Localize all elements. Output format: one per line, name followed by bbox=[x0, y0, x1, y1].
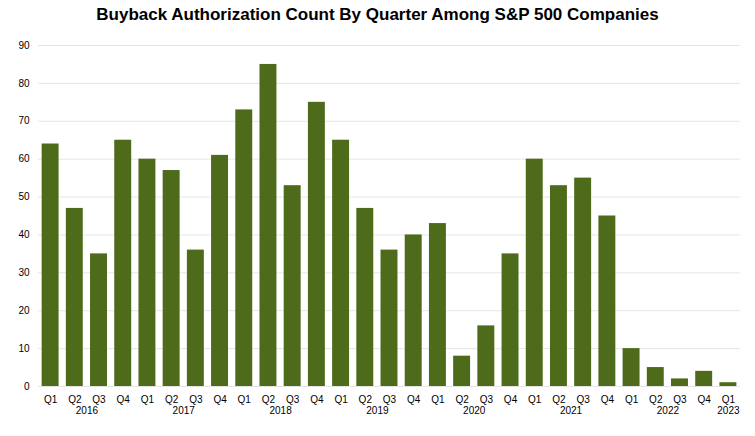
svg-text:Q4: Q4 bbox=[504, 394, 518, 405]
svg-text:Q3: Q3 bbox=[189, 394, 203, 405]
svg-text:70: 70 bbox=[18, 115, 30, 126]
svg-text:2022: 2022 bbox=[657, 405, 680, 416]
svg-text:Q4: Q4 bbox=[698, 394, 712, 405]
svg-text:Q2: Q2 bbox=[455, 394, 469, 405]
svg-text:80: 80 bbox=[18, 78, 30, 89]
svg-text:Q1: Q1 bbox=[141, 394, 155, 405]
svg-text:Q3: Q3 bbox=[286, 394, 300, 405]
svg-text:Q3: Q3 bbox=[383, 394, 397, 405]
svg-text:Q2: Q2 bbox=[552, 394, 566, 405]
svg-text:Q2: Q2 bbox=[165, 394, 179, 405]
svg-text:Q3: Q3 bbox=[576, 394, 590, 405]
svg-text:40: 40 bbox=[18, 229, 30, 240]
svg-text:60: 60 bbox=[18, 153, 30, 164]
svg-text:Q3: Q3 bbox=[480, 394, 494, 405]
svg-text:Q1: Q1 bbox=[238, 394, 252, 405]
svg-text:2020: 2020 bbox=[463, 405, 486, 416]
svg-text:Q4: Q4 bbox=[310, 394, 324, 405]
svg-text:0: 0 bbox=[24, 381, 30, 392]
svg-text:Q2: Q2 bbox=[649, 394, 663, 405]
svg-text:Q1: Q1 bbox=[722, 394, 736, 405]
svg-text:Q1: Q1 bbox=[528, 394, 542, 405]
svg-text:20: 20 bbox=[18, 305, 30, 316]
svg-text:Q4: Q4 bbox=[117, 394, 131, 405]
svg-text:Q4: Q4 bbox=[601, 394, 615, 405]
svg-text:2023: 2023 bbox=[717, 405, 740, 416]
svg-text:90: 90 bbox=[18, 40, 30, 51]
svg-text:2016: 2016 bbox=[76, 405, 99, 416]
svg-text:Q3: Q3 bbox=[673, 394, 687, 405]
svg-text:Q2: Q2 bbox=[68, 394, 82, 405]
svg-text:2019: 2019 bbox=[366, 405, 389, 416]
html-text:Buyback Authorization Count By: Buyback Authorization Count By Quarter A… bbox=[96, 5, 659, 24]
svg-text:Q1: Q1 bbox=[44, 394, 58, 405]
svg-text:Q1: Q1 bbox=[334, 394, 348, 405]
svg-text:Q4: Q4 bbox=[213, 394, 227, 405]
svg-text:Q1: Q1 bbox=[625, 394, 639, 405]
svg-text:Q2: Q2 bbox=[262, 394, 276, 405]
svg-text:Q4: Q4 bbox=[407, 394, 421, 405]
svg-text:Q1: Q1 bbox=[431, 394, 445, 405]
svg-text:2018: 2018 bbox=[269, 405, 292, 416]
svg-text:50: 50 bbox=[18, 191, 30, 202]
svg-text:Q2: Q2 bbox=[359, 394, 373, 405]
svg-text:Q3: Q3 bbox=[92, 394, 106, 405]
svg-text:30: 30 bbox=[18, 267, 30, 278]
svg-text:2017: 2017 bbox=[173, 405, 196, 416]
svg-text:2021: 2021 bbox=[560, 405, 583, 416]
svg-text:10: 10 bbox=[18, 343, 30, 354]
